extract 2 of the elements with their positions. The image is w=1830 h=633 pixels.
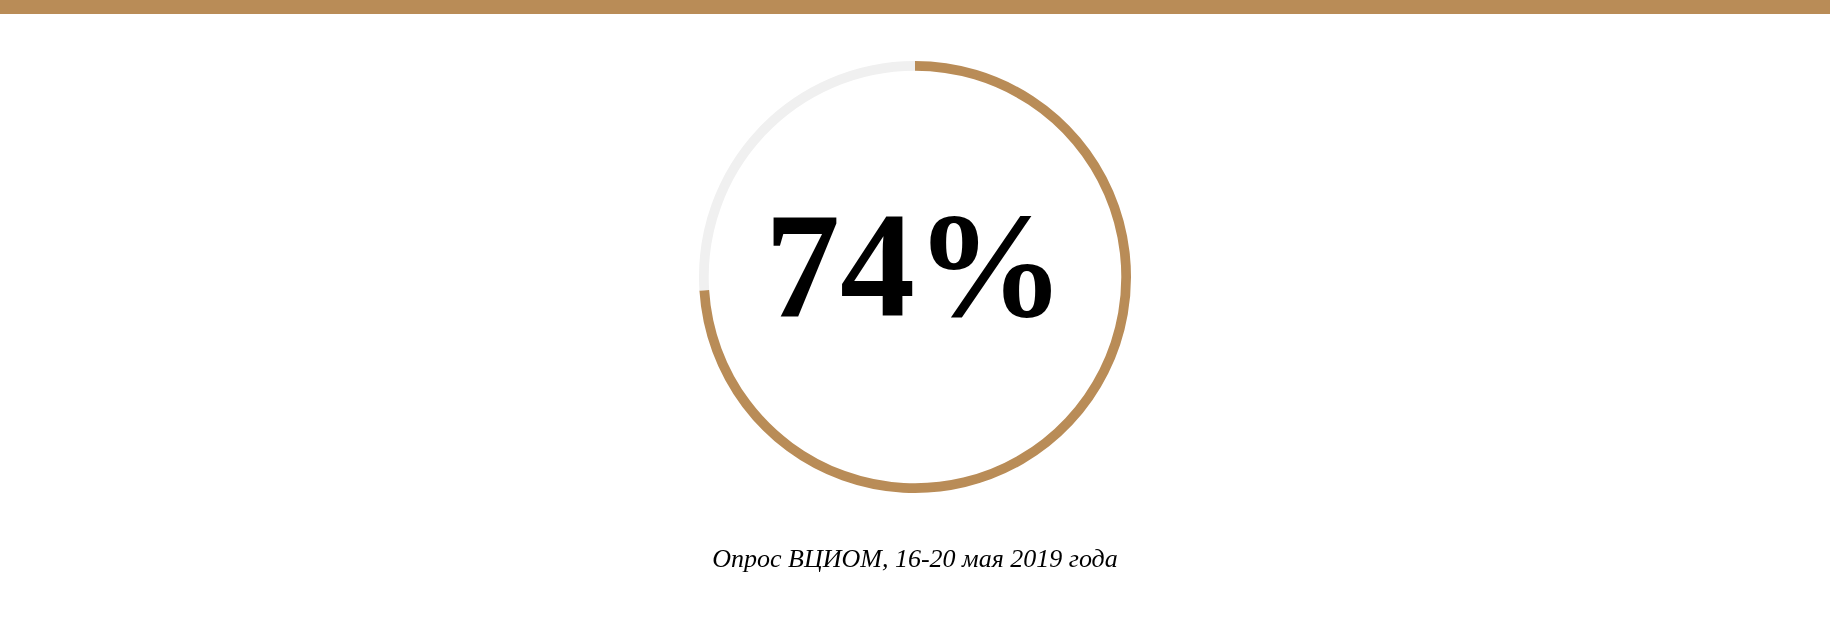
text: Опрос ВЦИОМ, 16-20 мая 2019 года: [712, 543, 1118, 573]
data-label: 74%: [765, 181, 1065, 348]
